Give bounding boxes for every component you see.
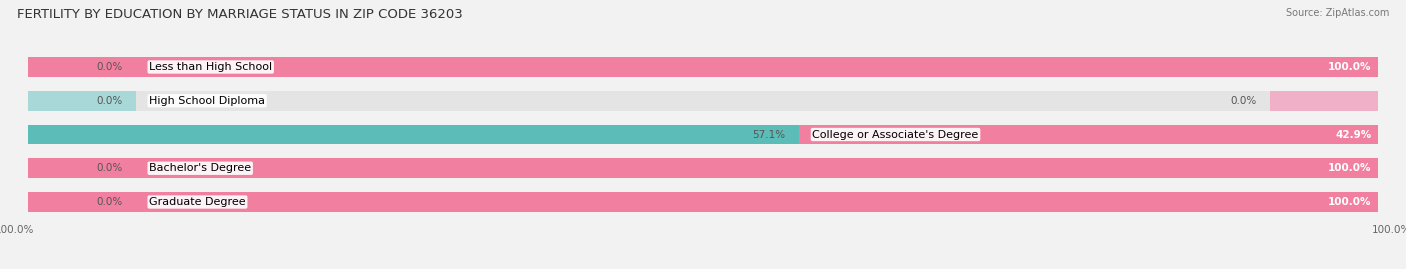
Bar <box>28 192 135 212</box>
Text: Source: ZipAtlas.com: Source: ZipAtlas.com <box>1285 8 1389 18</box>
Text: 42.9%: 42.9% <box>1336 129 1372 140</box>
Text: 100.0%: 100.0% <box>1329 163 1372 173</box>
Text: 0.0%: 0.0% <box>1230 96 1257 106</box>
Bar <box>28 57 135 77</box>
Bar <box>28 125 799 144</box>
Bar <box>1271 91 1378 111</box>
Text: 100.0%: 100.0% <box>1329 62 1372 72</box>
Text: 100.0%: 100.0% <box>1329 197 1372 207</box>
Bar <box>799 125 1378 144</box>
Text: Bachelor's Degree: Bachelor's Degree <box>149 163 252 173</box>
Text: Graduate Degree: Graduate Degree <box>149 197 246 207</box>
Text: Less than High School: Less than High School <box>149 62 273 72</box>
Bar <box>28 125 1378 144</box>
Text: College or Associate's Degree: College or Associate's Degree <box>813 129 979 140</box>
Bar <box>28 91 135 111</box>
Bar <box>28 192 1378 212</box>
Bar <box>28 91 1378 111</box>
Bar <box>28 158 1378 178</box>
Text: High School Diploma: High School Diploma <box>149 96 266 106</box>
Bar <box>28 57 1378 77</box>
Text: FERTILITY BY EDUCATION BY MARRIAGE STATUS IN ZIP CODE 36203: FERTILITY BY EDUCATION BY MARRIAGE STATU… <box>17 8 463 21</box>
Text: 57.1%: 57.1% <box>752 129 786 140</box>
Text: 0.0%: 0.0% <box>96 96 122 106</box>
Bar <box>28 192 1378 212</box>
Text: 0.0%: 0.0% <box>96 197 122 207</box>
Text: 0.0%: 0.0% <box>96 163 122 173</box>
Bar <box>28 158 1378 178</box>
Bar <box>28 158 135 178</box>
Bar <box>28 57 1378 77</box>
Text: 0.0%: 0.0% <box>96 62 122 72</box>
